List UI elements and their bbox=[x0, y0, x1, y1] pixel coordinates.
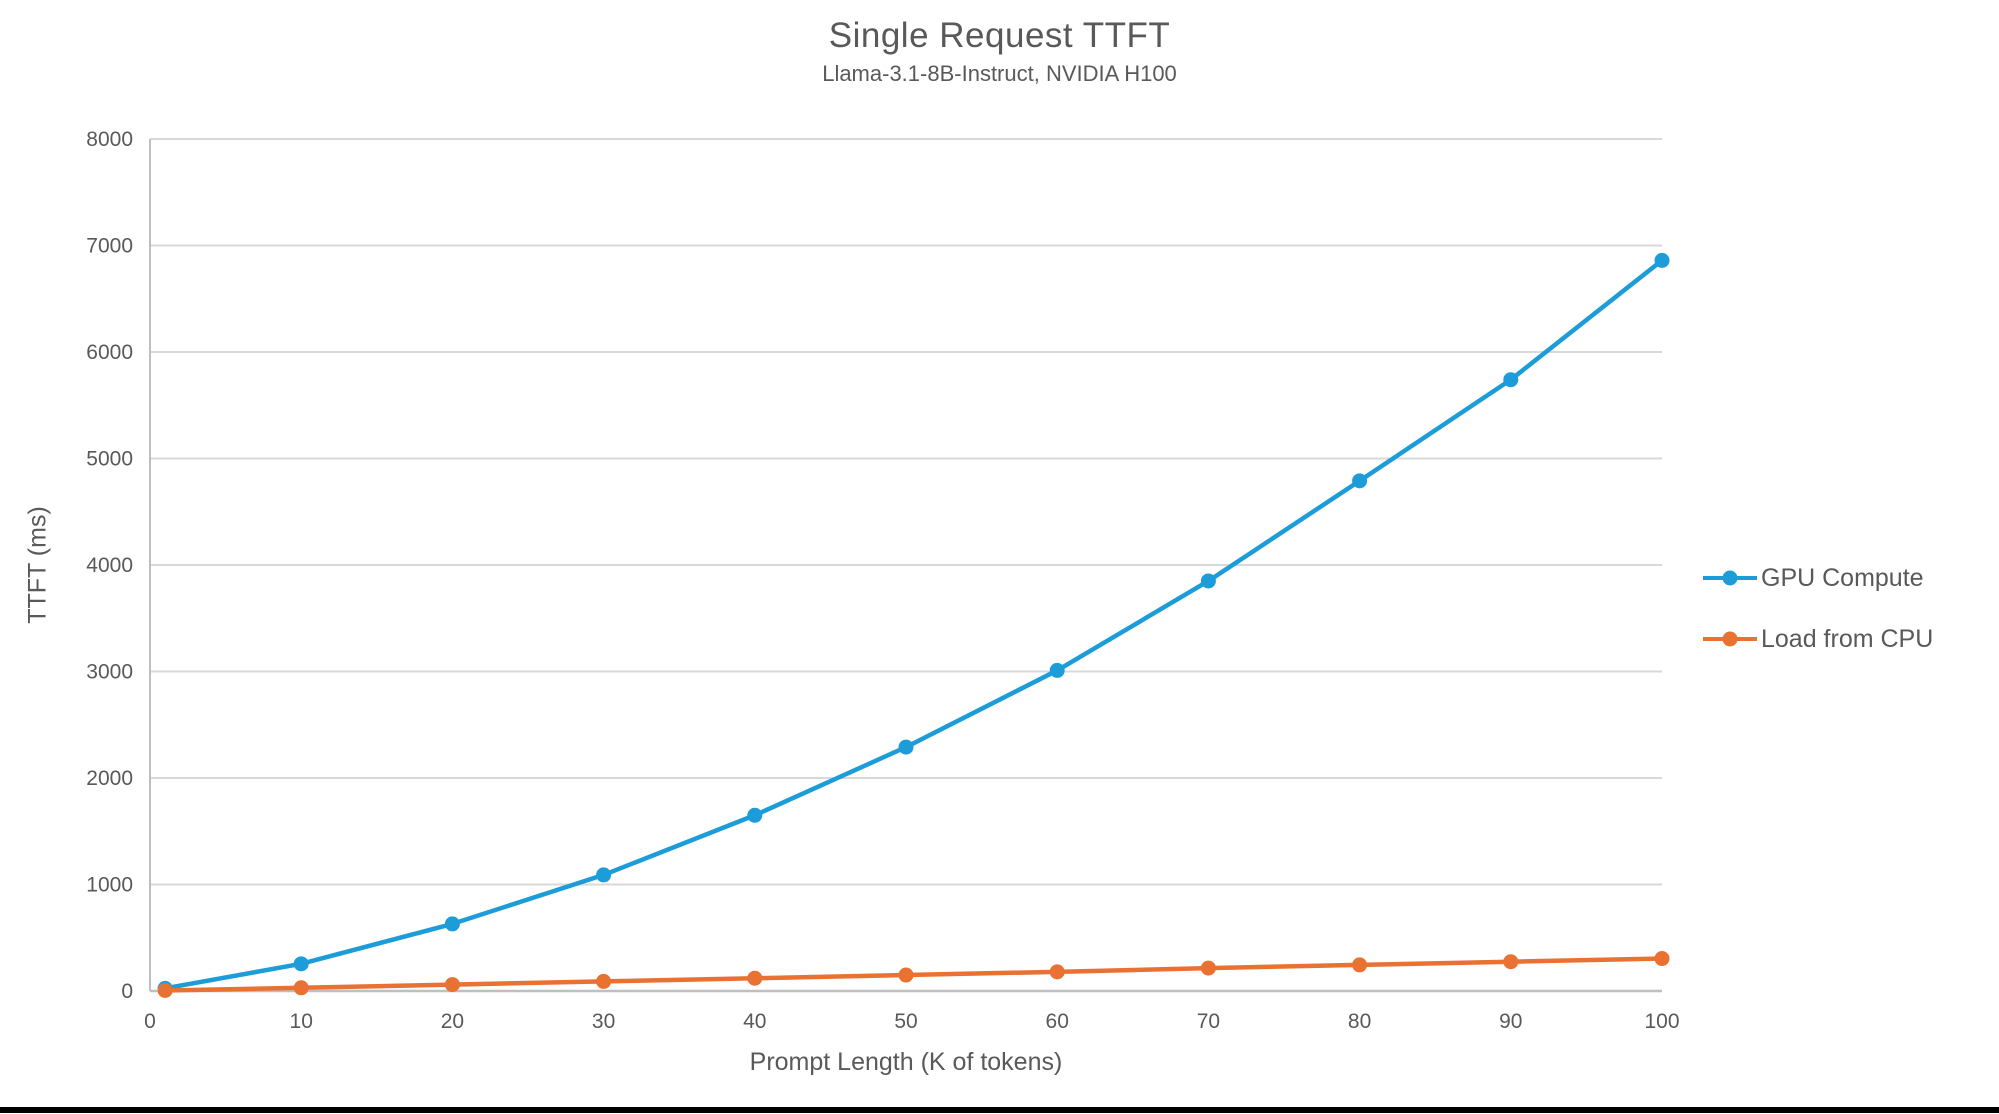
data-point-marker-gpu-compute bbox=[444, 916, 460, 932]
data-point-marker-gpu-compute bbox=[898, 739, 914, 755]
data-point-marker-gpu-compute bbox=[1049, 662, 1065, 678]
data-point-marker-load-from-cpu bbox=[444, 977, 460, 993]
legend-entry-gpu-compute: GPU Compute bbox=[1703, 556, 1933, 600]
data-point-marker-gpu-compute bbox=[1352, 473, 1368, 489]
data-point-marker-gpu-compute bbox=[1654, 252, 1670, 268]
y-tick-label: 8000 bbox=[86, 128, 133, 151]
series-line-gpu-compute bbox=[162, 258, 1665, 991]
x-tick-label: 20 bbox=[441, 1010, 464, 1033]
data-point-marker-gpu-compute bbox=[1503, 372, 1519, 388]
x-tick-label: 90 bbox=[1499, 1010, 1522, 1033]
chart-title: Single Request TTFT bbox=[828, 16, 1171, 55]
y-tick-label: 4000 bbox=[86, 554, 133, 577]
legend-label: GPU Compute bbox=[1761, 563, 1924, 592]
x-axis-title: Prompt Length (K of tokens) bbox=[749, 1048, 1063, 1076]
data-point-marker-load-from-cpu bbox=[898, 967, 914, 983]
y-tick-label: 3000 bbox=[86, 661, 133, 684]
y-tick-label: 6000 bbox=[86, 341, 133, 364]
data-point-marker-gpu-compute bbox=[1200, 573, 1216, 589]
legend-key-icon bbox=[1703, 631, 1757, 647]
data-point-marker-load-from-cpu bbox=[293, 980, 309, 996]
data-point-marker-load-from-cpu bbox=[1654, 951, 1670, 967]
data-point-marker-load-from-cpu bbox=[157, 982, 173, 998]
y-tick-label: 0 bbox=[121, 980, 133, 1003]
data-point-marker-load-from-cpu bbox=[596, 973, 612, 989]
y-tick-label: 2000 bbox=[86, 767, 133, 790]
data-point-marker-load-from-cpu bbox=[1049, 964, 1065, 980]
legend-label: Load from CPU bbox=[1761, 624, 1934, 653]
data-point-marker-gpu-compute bbox=[596, 867, 612, 883]
chart-subtitle: Llama-3.1-8B-Instruct, NVIDIA H100 bbox=[822, 61, 1177, 86]
series-line-load-from-cpu bbox=[162, 956, 1665, 993]
x-tick-label: 50 bbox=[894, 1010, 917, 1033]
legend-key-icon bbox=[1703, 570, 1757, 586]
data-point-marker-load-from-cpu bbox=[1200, 960, 1216, 976]
y-tick-label: 1000 bbox=[86, 874, 133, 897]
legend: GPU Compute Load from CPU bbox=[1703, 556, 1933, 661]
x-tick-label: 40 bbox=[743, 1010, 766, 1033]
x-tick-label: 70 bbox=[1197, 1010, 1220, 1033]
x-tick-label: 30 bbox=[592, 1010, 615, 1033]
data-point-marker-load-from-cpu bbox=[1352, 957, 1368, 973]
data-point-marker-load-from-cpu bbox=[1503, 954, 1519, 970]
x-tick-label: 0 bbox=[144, 1010, 156, 1033]
bottom-edge-bar bbox=[0, 1107, 1999, 1113]
y-tick-label: 7000 bbox=[86, 235, 133, 258]
legend-entry-load-from-cpu: Load from CPU bbox=[1703, 617, 1933, 661]
y-tick-label: 5000 bbox=[86, 448, 133, 471]
x-tick-label: 10 bbox=[290, 1010, 313, 1033]
data-point-marker-load-from-cpu bbox=[747, 970, 763, 986]
x-tick-label: 80 bbox=[1348, 1010, 1371, 1033]
x-tick-label: 60 bbox=[1046, 1010, 1069, 1033]
x-tick-label: 100 bbox=[1644, 1010, 1679, 1033]
data-point-marker-gpu-compute bbox=[293, 956, 309, 972]
data-point-marker-gpu-compute bbox=[747, 807, 763, 823]
